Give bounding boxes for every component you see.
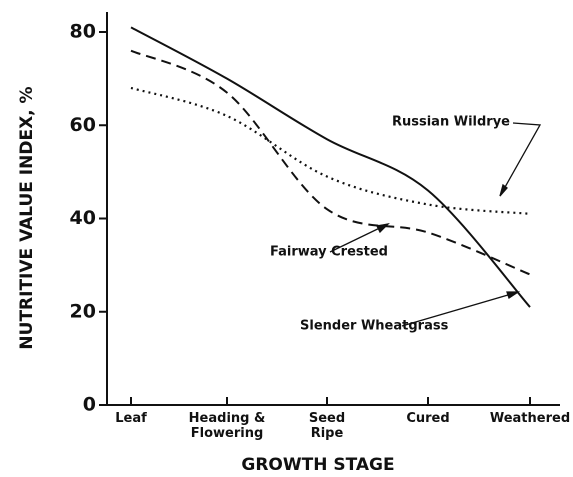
x-tick-label: Seed Ripe xyxy=(308,411,346,441)
series-label: Russian Wildrye xyxy=(392,115,510,130)
series-label: Slender Wheatgrass xyxy=(300,319,449,334)
x-tick-label: Heading & Flowering xyxy=(188,411,266,441)
arrow-head xyxy=(499,183,508,197)
arrow xyxy=(499,122,542,197)
y-axis-title: NUTRITIVE VALUE INDEX, % xyxy=(17,86,37,349)
series-line xyxy=(130,26,531,308)
x-tick-label: Leaf xyxy=(115,411,147,426)
x-axis-title: GROWTH STAGE xyxy=(241,455,394,475)
y-tick-label: 0 xyxy=(83,394,96,416)
series-line xyxy=(130,86,531,215)
arrow-head xyxy=(376,222,390,234)
series-line xyxy=(130,49,531,276)
y-tick-label: 20 xyxy=(70,300,96,322)
arrows xyxy=(329,122,542,327)
series-label: Fairway Crested xyxy=(270,245,388,260)
arrow-head xyxy=(506,291,521,300)
y-tick-label: 80 xyxy=(70,21,96,43)
y-tick-label: 60 xyxy=(70,114,96,136)
x-tick-label: Cured xyxy=(406,411,450,426)
arrow xyxy=(401,291,519,327)
x-tick-label: Weathered xyxy=(489,411,571,426)
y-tick-label: 40 xyxy=(70,207,96,229)
